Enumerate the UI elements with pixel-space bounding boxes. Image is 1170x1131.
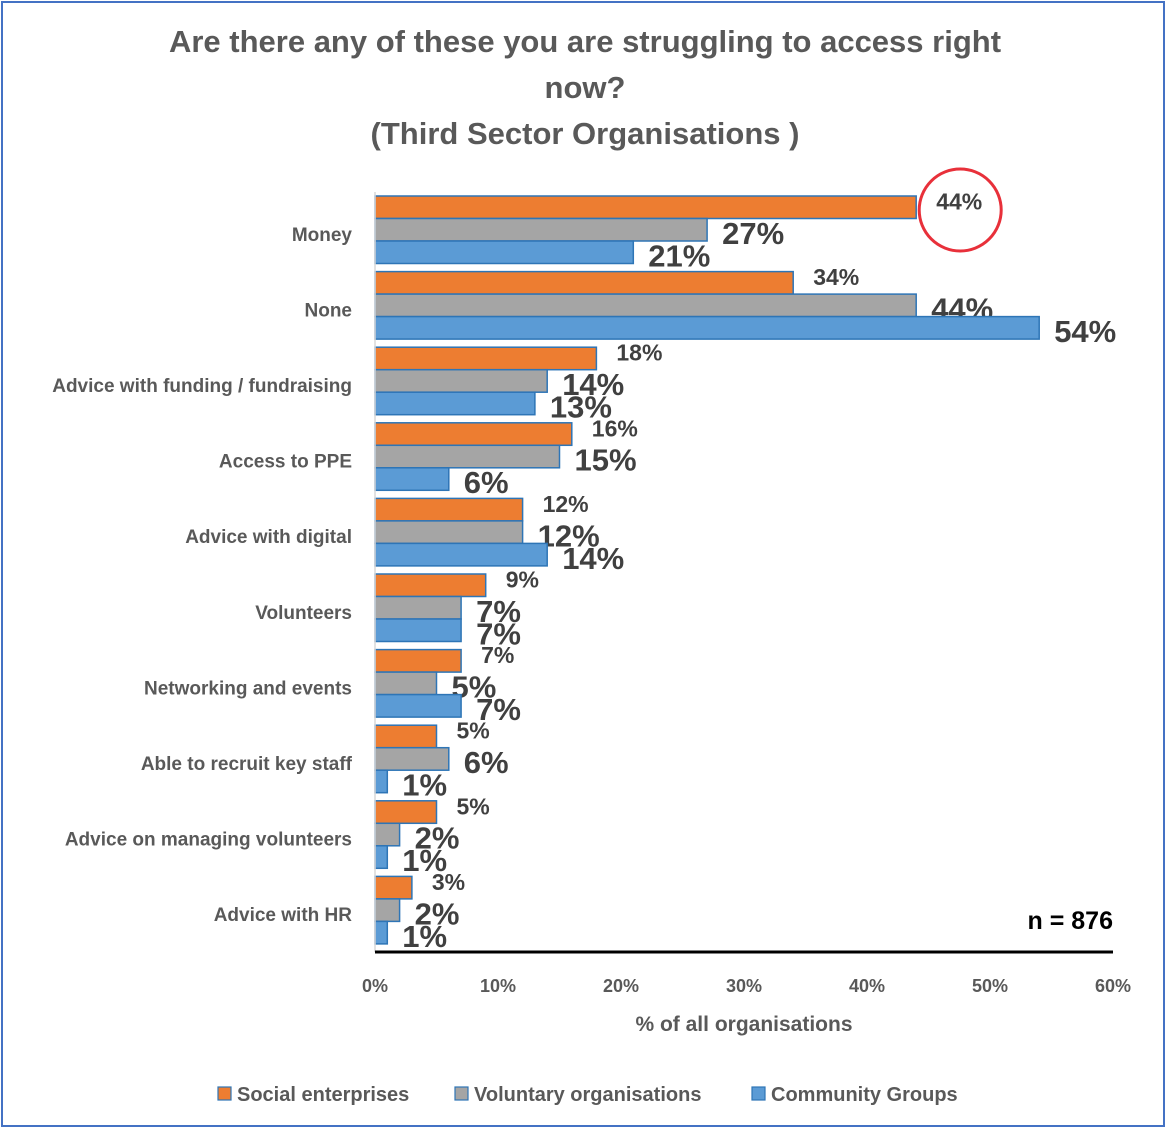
- data-label: 27%: [722, 216, 784, 251]
- data-label: 2%: [415, 896, 460, 931]
- data-label: 1%: [402, 768, 447, 803]
- bar-community-groups: [374, 920, 389, 945]
- data-label: 6%: [464, 745, 509, 780]
- bar-social-enterprises: [374, 648, 462, 673]
- data-label: 14%: [562, 541, 624, 576]
- data-label: 12%: [543, 491, 589, 517]
- data-label: 14%: [562, 367, 624, 402]
- bar-voluntary-organisations: [374, 368, 548, 393]
- data-label: 1%: [402, 843, 447, 878]
- data-label: 34%: [813, 264, 859, 290]
- data-label: 13%: [550, 390, 612, 425]
- category-label: Money: [292, 225, 353, 246]
- bar-voluntary-organisations: [374, 293, 917, 318]
- bar-voluntary-organisations: [374, 898, 401, 923]
- x-tick-label: 40%: [849, 976, 885, 996]
- x-tick-label: 60%: [1095, 976, 1131, 996]
- bar-community-groups: [374, 845, 389, 870]
- data-label: 21%: [648, 238, 710, 273]
- data-label: 7%: [476, 616, 521, 651]
- legend-entry: Community Groups: [771, 1084, 958, 1106]
- legend-entry: Social enterprises: [237, 1084, 409, 1106]
- legend-entry: Voluntary organisations: [474, 1084, 701, 1106]
- legend-swatch: [454, 1086, 469, 1101]
- data-label: 3%: [432, 869, 465, 895]
- x-tick-label: 0%: [362, 976, 388, 996]
- category-label: Networking and events: [144, 678, 352, 699]
- data-label: 18%: [616, 340, 662, 366]
- chart-title-line-2: now?: [544, 70, 626, 105]
- x-tick-label: 50%: [972, 976, 1008, 996]
- bar-voluntary-organisations: [374, 671, 438, 696]
- category-label: Volunteers: [255, 603, 352, 624]
- data-label: 5%: [457, 793, 490, 819]
- chart-subtitle: (Third Sector Organisations ): [370, 116, 800, 151]
- data-label: 9%: [506, 567, 539, 593]
- sample-size-annotation: n = 876: [1028, 907, 1113, 935]
- data-label: 15%: [575, 443, 637, 478]
- data-label: 16%: [592, 415, 638, 441]
- bar-community-groups: [374, 391, 536, 416]
- data-label: 44%: [936, 189, 982, 215]
- highlight-circle: [917, 167, 1003, 253]
- data-label: 54%: [1054, 314, 1116, 349]
- bar-voluntary-organisations: [374, 822, 401, 847]
- bar-social-enterprises: [374, 195, 917, 220]
- data-label: 1%: [402, 919, 447, 954]
- data-label: 6%: [464, 465, 509, 500]
- bar-voluntary-organisations: [374, 595, 462, 620]
- bar-community-groups: [374, 240, 635, 265]
- category-label: Advice with digital: [185, 527, 352, 548]
- category-label: Able to recruit key staff: [141, 754, 353, 775]
- bar-community-groups: [374, 467, 450, 492]
- chart-title-line-1: Are there any of these you are strugglin…: [168, 24, 1002, 59]
- bar-social-enterprises: [374, 875, 413, 900]
- bar-social-enterprises: [374, 497, 524, 522]
- bar-community-groups: [374, 542, 548, 567]
- bar-community-groups: [374, 693, 462, 718]
- category-label: Advice on managing volunteers: [65, 830, 352, 851]
- data-label: 5%: [457, 718, 490, 744]
- bar-social-enterprises: [374, 270, 794, 295]
- data-label: 7%: [476, 594, 521, 629]
- bar-community-groups: [374, 769, 389, 794]
- bar-social-enterprises: [374, 573, 487, 598]
- x-tick-label: 10%: [480, 976, 516, 996]
- data-label: 7%: [481, 642, 514, 668]
- bar-social-enterprises: [374, 422, 573, 447]
- bar-voluntary-organisations: [374, 520, 524, 545]
- x-tick-label: 30%: [726, 976, 762, 996]
- category-label: Advice with HR: [214, 905, 353, 926]
- x-tick-label: 20%: [603, 976, 639, 996]
- category-label: Access to PPE: [219, 452, 352, 473]
- data-label: 7%: [476, 692, 521, 727]
- data-label: 2%: [415, 821, 460, 856]
- bar-social-enterprises: [374, 724, 438, 749]
- legend-swatch: [217, 1086, 232, 1101]
- x-axis-title: % of all organisations: [635, 1013, 852, 1036]
- category-label: None: [305, 300, 353, 321]
- category-label: Advice with funding / fundraising: [52, 376, 352, 397]
- bar-community-groups: [374, 618, 462, 643]
- legend-swatch: [751, 1086, 766, 1101]
- bar-community-groups: [374, 315, 1040, 340]
